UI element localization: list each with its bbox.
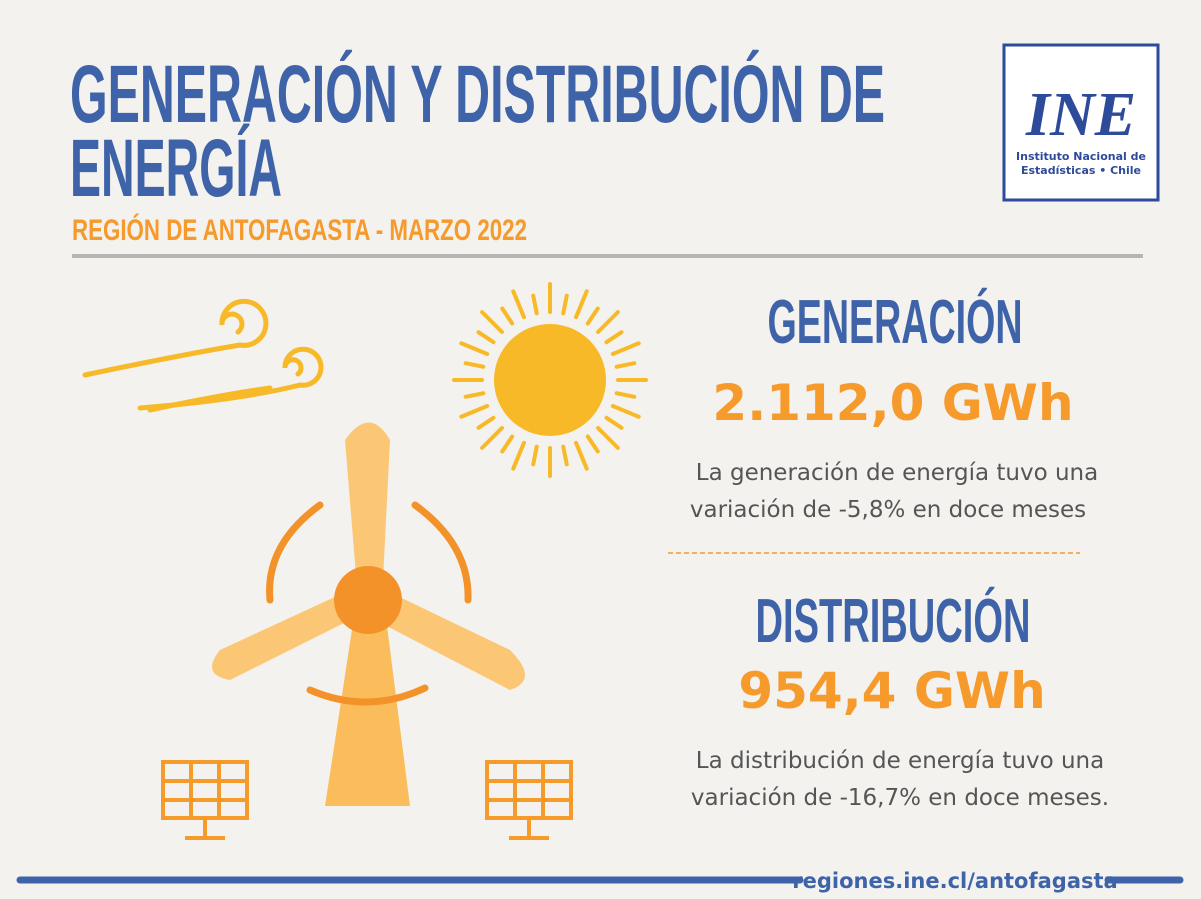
wind-swirls xyxy=(82,298,324,413)
sun-ray xyxy=(585,434,600,454)
motion-arc xyxy=(266,501,324,604)
section-heading: GENERACIÓN xyxy=(768,288,1023,357)
logo-mark: INE xyxy=(1025,81,1136,149)
sun-ray xyxy=(476,330,496,345)
title-line: ENERGÍA xyxy=(70,123,282,214)
description: variación de -16,7% en doce meses. xyxy=(691,785,1109,811)
solar-panel xyxy=(485,760,573,840)
swirl xyxy=(82,298,269,378)
solar-panels xyxy=(161,760,573,840)
wind-turbine xyxy=(212,422,525,806)
logo-box xyxy=(1002,43,1160,202)
sun-ray xyxy=(463,391,486,399)
sun xyxy=(452,282,648,478)
title-line: GENERACIÓN Y DISTRIBUCIÓN DE xyxy=(70,49,885,140)
tower xyxy=(325,610,410,806)
sun-ray xyxy=(604,415,624,430)
sun-ray xyxy=(610,404,641,419)
sun-disc xyxy=(494,324,606,436)
logo-text: Estadísticas • Chile xyxy=(1021,164,1141,177)
footer-url: regiones.ine.cl/antofagasta xyxy=(792,869,1117,893)
sun-ray xyxy=(480,426,504,450)
blade xyxy=(212,590,360,680)
hub xyxy=(334,566,402,634)
section-heading: DISTRIBUCIÓN xyxy=(756,587,1031,656)
sun-ray xyxy=(561,293,569,316)
motion-arc xyxy=(411,501,472,604)
blade xyxy=(375,590,525,690)
section-value: 2.112,0 GWh xyxy=(712,374,1073,432)
sun-ray xyxy=(561,444,569,467)
sun-ray xyxy=(574,289,589,320)
sun-ray xyxy=(614,361,637,369)
swirl xyxy=(137,346,324,411)
description: La generación de energía tuvo una xyxy=(696,460,1098,486)
description: variación de -5,8% en doce meses xyxy=(690,497,1086,523)
logo: INE Instituto Nacional de Estadísticas •… xyxy=(1002,43,1160,202)
sun-ray xyxy=(574,440,589,471)
sun-ray xyxy=(596,426,620,450)
sun-ray xyxy=(463,361,486,369)
sun-ray xyxy=(480,310,504,334)
sun-ray xyxy=(500,306,515,326)
swirl xyxy=(147,385,273,413)
sun-ray xyxy=(511,289,526,320)
blade xyxy=(345,422,390,600)
sun-ray xyxy=(531,444,539,467)
motion-arc xyxy=(306,684,429,706)
sun-ray xyxy=(511,440,526,471)
sun-ray xyxy=(459,341,490,356)
sun-rays xyxy=(452,282,648,478)
sun-ray xyxy=(604,330,624,345)
solar-panel xyxy=(161,760,249,840)
section-value: 954,4 GWh xyxy=(738,662,1045,720)
sun-ray xyxy=(531,293,539,316)
logo-text: Instituto Nacional de xyxy=(1016,150,1146,163)
sun-ray xyxy=(500,434,515,454)
sun-ray xyxy=(459,404,490,419)
sun-ray xyxy=(614,391,637,399)
subtitle: REGIÓN DE ANTOFAGASTA - MARZO 2022 xyxy=(72,213,527,247)
sun-ray xyxy=(585,306,600,326)
description: La distribución de energía tuvo una xyxy=(696,748,1104,774)
sun-ray xyxy=(476,415,496,430)
sun-ray xyxy=(596,310,620,334)
sun-ray xyxy=(610,341,641,356)
